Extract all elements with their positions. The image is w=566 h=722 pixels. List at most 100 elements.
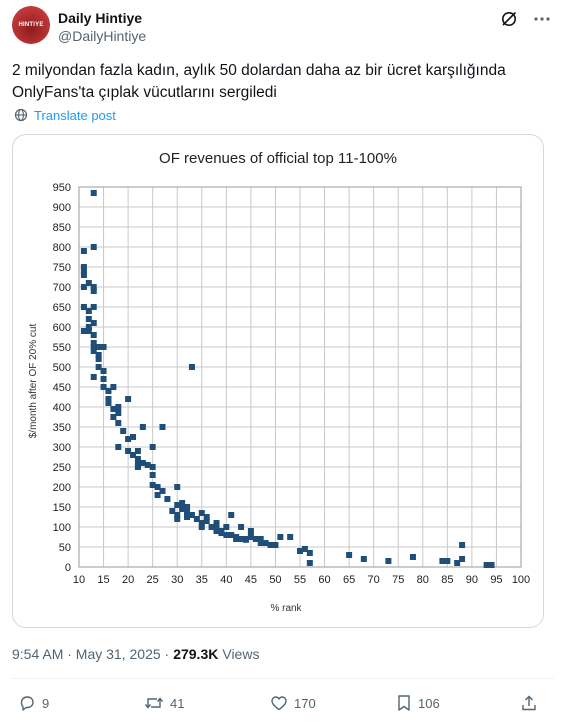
x-tick-label: 95 — [490, 574, 502, 586]
x-tick-label: 100 — [512, 574, 530, 586]
data-point — [164, 496, 170, 502]
chart-title: OF revenues of official top 11-100% — [159, 150, 397, 167]
data-point — [159, 424, 165, 430]
data-point — [489, 562, 495, 568]
x-tick-label: 30 — [171, 574, 183, 586]
data-point — [96, 356, 102, 362]
x-tick-label: 50 — [269, 574, 281, 586]
author-display-name[interactable]: Daily Hintiye — [58, 10, 142, 26]
data-point — [135, 448, 141, 454]
data-point — [110, 384, 116, 390]
y-tick-label: 550 — [53, 342, 71, 354]
y-tick-label: 450 — [53, 382, 71, 394]
data-point — [189, 364, 195, 370]
data-point — [105, 400, 111, 406]
reply-icon — [18, 694, 36, 712]
post-time[interactable]: 9:54 AM · May 31, 2025 · — [12, 646, 169, 662]
repost-count: 41 — [170, 696, 184, 711]
data-point — [444, 558, 450, 564]
y-tick-label: 100 — [53, 522, 71, 534]
data-point — [91, 244, 97, 250]
data-point — [115, 420, 121, 426]
data-point — [272, 542, 278, 548]
y-tick-label: 850 — [53, 222, 71, 234]
share-icon — [520, 694, 538, 712]
y-tick-label: 150 — [53, 502, 71, 514]
y-tick-label: 950 — [53, 182, 71, 194]
chart-grid — [79, 187, 521, 567]
author-handle[interactable]: @DailyHintiye — [58, 28, 146, 44]
data-point — [277, 534, 283, 540]
repost-button[interactable]: 41 — [144, 690, 184, 716]
y-tick-label: 800 — [53, 242, 71, 254]
data-point — [214, 520, 220, 526]
data-point — [81, 272, 87, 278]
data-point — [91, 190, 97, 196]
bookmark-count: 106 — [418, 696, 440, 711]
data-point — [91, 304, 97, 310]
x-tick-label: 85 — [441, 574, 453, 586]
x-tick-label: 20 — [122, 574, 134, 586]
data-point — [101, 368, 107, 374]
y-tick-label: 650 — [53, 302, 71, 314]
like-icon — [270, 694, 288, 712]
avatar-text: HINTIYE — [18, 22, 43, 28]
data-point — [150, 464, 156, 470]
reply-button[interactable]: 9 — [18, 690, 49, 716]
chart-tick-labels: 10 15 20 25 30 35 40 45 50 55 60 65 70 75 80 85 90 95 1000… — [53, 182, 531, 586]
data-point — [91, 320, 97, 326]
y-tick-label: 350 — [53, 422, 71, 434]
data-point — [150, 472, 156, 478]
share-button[interactable] — [520, 690, 538, 716]
grok-icon[interactable] — [500, 10, 518, 28]
x-tick-label: 35 — [196, 574, 208, 586]
like-button[interactable]: 170 — [270, 690, 316, 716]
y-tick-label: 900 — [53, 202, 71, 214]
data-point — [385, 558, 391, 564]
data-point — [361, 556, 367, 562]
y-tick-label: 50 — [59, 542, 71, 554]
data-point — [81, 248, 87, 254]
data-point — [199, 524, 205, 530]
bookmark-button[interactable]: 106 — [396, 690, 440, 716]
x-tick-label: 65 — [343, 574, 355, 586]
data-point — [101, 344, 107, 350]
data-point — [238, 524, 244, 530]
action-bar: 9 41 170 106 — [0, 690, 566, 716]
avatar[interactable]: HINTIYE — [12, 6, 50, 44]
more-icon[interactable] — [532, 10, 552, 28]
bookmark-icon — [396, 694, 412, 712]
data-point — [140, 424, 146, 430]
globe-icon — [14, 108, 28, 122]
data-point — [91, 288, 97, 294]
translate-post-link[interactable]: Translate post — [14, 106, 116, 124]
post-header: HINTIYE Daily Hintiye @DailyHintiye — [12, 6, 554, 46]
data-point — [91, 332, 97, 338]
y-tick-label: 500 — [53, 362, 71, 374]
y-tick-label: 300 — [53, 442, 71, 454]
x-axis-label: % rank — [270, 603, 302, 614]
data-point — [307, 560, 313, 566]
data-point — [115, 444, 121, 450]
x-tick-label: 10 — [73, 574, 85, 586]
data-point — [459, 556, 465, 562]
x-tick-label: 80 — [417, 574, 429, 586]
data-point — [459, 542, 465, 548]
x-tick-label: 55 — [294, 574, 306, 586]
data-point — [307, 550, 313, 556]
x-tick-label: 15 — [97, 574, 109, 586]
divider — [12, 678, 554, 679]
like-count: 170 — [294, 696, 316, 711]
data-point — [159, 488, 165, 494]
y-tick-label: 600 — [53, 322, 71, 334]
scatter-chart: OF revenues of official top 11-100% 10 15… — [13, 135, 543, 627]
post-media-chart[interactable]: OF revenues of official top 11-100% 10 15… — [12, 134, 544, 628]
x-tick-label: 60 — [318, 574, 330, 586]
data-point — [287, 534, 293, 540]
data-point — [125, 396, 131, 402]
data-point — [91, 374, 97, 380]
data-point — [150, 444, 156, 450]
y-tick-label: 250 — [53, 462, 71, 474]
translate-label: Translate post — [34, 108, 116, 123]
data-point — [174, 484, 180, 490]
